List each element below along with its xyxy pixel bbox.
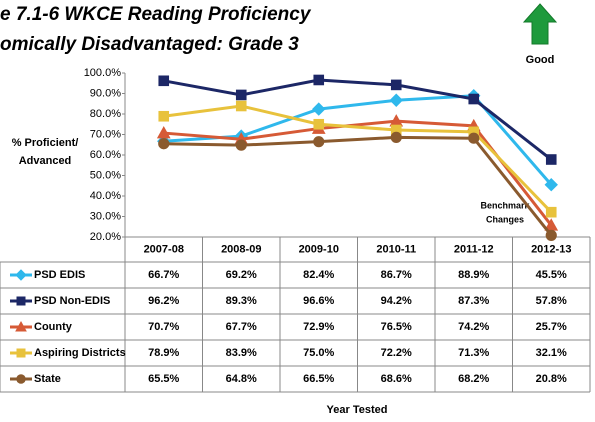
legend-label: State	[34, 373, 61, 385]
marker	[545, 154, 557, 165]
annotation: Good	[526, 54, 555, 66]
marker	[389, 93, 403, 107]
marker	[312, 102, 326, 116]
legend-label: PSD EDIS	[34, 269, 85, 281]
table-cell: 65.5%	[148, 373, 179, 385]
x-tick-label: 2008-09	[221, 243, 261, 255]
table-cell: 20.8%	[536, 373, 567, 385]
y-tick-label: 50.0%	[90, 169, 121, 181]
series-line	[163, 104, 553, 214]
marker	[468, 93, 480, 105]
table-cell: 66.7%	[148, 269, 179, 281]
y-tick-label: 90.0%	[90, 87, 121, 99]
marker	[158, 138, 170, 150]
table-cell: 86.7%	[381, 269, 412, 281]
marker	[313, 136, 325, 148]
table-cell: 87.3%	[458, 295, 489, 307]
series-line	[163, 78, 553, 161]
y-axis-label: Advanced	[19, 155, 72, 167]
table-cell: 94.2%	[381, 295, 412, 307]
table-cell: 78.9%	[148, 347, 179, 359]
y-tick-label: 70.0%	[90, 128, 121, 140]
marker	[158, 75, 170, 87]
table-cell: 57.8%	[536, 295, 567, 307]
table-cell: 68.6%	[381, 373, 412, 385]
marker	[16, 296, 26, 306]
table-cell: 66.5%	[303, 373, 334, 385]
marker	[16, 374, 26, 384]
x-tick-label: 2010-11	[376, 243, 416, 255]
legend-label: PSD Non-EDIS	[34, 295, 110, 307]
table-cell: 72.2%	[381, 347, 412, 359]
marker	[235, 139, 247, 151]
table-cell: 96.6%	[303, 295, 334, 307]
marker	[545, 229, 557, 241]
marker	[235, 89, 247, 101]
table-cell: 45.5%	[536, 269, 567, 281]
marker	[468, 132, 480, 144]
series-line	[163, 119, 553, 227]
marker	[158, 110, 170, 122]
y-tick-label: 60.0%	[90, 149, 121, 161]
table-cell: 64.8%	[226, 373, 257, 385]
annotation: Changes	[486, 214, 524, 224]
table-cell: 72.9%	[303, 321, 334, 333]
y-axis-label: % Proficient/	[12, 137, 79, 149]
table-cell: 25.7%	[536, 321, 567, 333]
marker	[235, 100, 247, 112]
chart-title: e 7.1-6 WKCE Reading Proficiency	[0, 4, 312, 25]
good-arrow	[522, 3, 558, 45]
y-tick-label: 100.0%	[84, 67, 122, 79]
marker	[545, 206, 557, 218]
legend-label: Aspiring Districts	[34, 347, 126, 359]
table-cell: 74.2%	[458, 321, 489, 333]
table-cell: 67.7%	[226, 321, 257, 333]
marker	[16, 348, 26, 358]
marker	[390, 131, 402, 143]
table-cell: 71.3%	[458, 347, 489, 359]
series-line	[163, 135, 553, 237]
table-cell: 68.2%	[458, 373, 489, 385]
x-tick-label: 2011-12	[454, 243, 494, 255]
marker	[15, 320, 27, 332]
x-tick-label: 2012-13	[531, 243, 571, 255]
y-tick-label: 20.0%	[90, 231, 121, 243]
table-cell: 89.3%	[226, 295, 257, 307]
table-cell: 82.4%	[303, 269, 334, 281]
marker	[15, 269, 27, 281]
marker	[544, 178, 558, 192]
table-cell: 69.2%	[226, 269, 257, 281]
annotation: Benchmark	[480, 200, 530, 210]
table-cell: 70.7%	[148, 321, 179, 333]
chart-title: omically Disadvantaged: Grade 3	[0, 34, 299, 55]
marker	[313, 118, 325, 130]
table-cell: 96.2%	[148, 295, 179, 307]
marker	[156, 126, 171, 139]
x-tick-label: 2009-10	[299, 243, 339, 255]
y-tick-label: 30.0%	[90, 210, 121, 222]
table-cell: 76.5%	[381, 321, 412, 333]
marker	[313, 74, 325, 86]
marker	[390, 79, 402, 91]
y-tick-label: 40.0%	[90, 190, 121, 202]
table-cell: 32.1%	[536, 347, 567, 359]
legend-label: County	[34, 321, 73, 333]
y-tick-label: 80.0%	[90, 108, 121, 120]
table-cell: 88.9%	[458, 269, 489, 281]
table-cell: 83.9%	[226, 347, 257, 359]
table-cell: 75.0%	[303, 347, 334, 359]
x-axis-label: Year Tested	[327, 404, 388, 416]
x-tick-label: 2007-08	[144, 243, 184, 255]
